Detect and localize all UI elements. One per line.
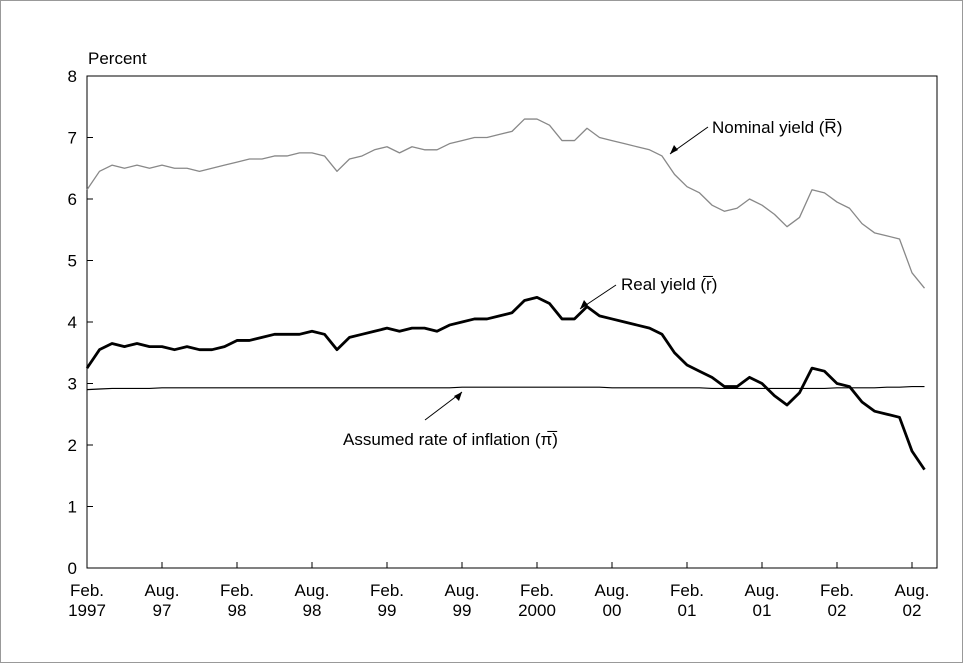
y-tick-label: 3 bbox=[68, 375, 77, 394]
y-tick-label: 0 bbox=[68, 559, 77, 578]
arrow-head bbox=[670, 145, 678, 154]
x-tick-label: 01 bbox=[753, 601, 772, 620]
x-tick-label: Aug. bbox=[745, 581, 780, 600]
x-tick-label: 98 bbox=[228, 601, 247, 620]
x-tick-label: 98 bbox=[303, 601, 322, 620]
annotation: Nominal yield (R̅) bbox=[712, 118, 842, 137]
arrow-head bbox=[580, 300, 588, 309]
x-tick-label: 02 bbox=[903, 601, 922, 620]
series-line bbox=[86, 385, 925, 391]
x-tick-label: 2000 bbox=[518, 601, 556, 620]
y-tick-label: 6 bbox=[68, 190, 77, 209]
series-line bbox=[85, 296, 926, 471]
y-tick-label: 7 bbox=[68, 129, 77, 148]
x-tick-label: Feb. bbox=[520, 581, 554, 600]
x-tick-label: Aug. bbox=[595, 581, 630, 600]
series-line bbox=[86, 118, 926, 289]
annotation: Assumed rate of inflation (π̅) bbox=[343, 430, 558, 449]
y-tick-label: 1 bbox=[68, 498, 77, 517]
x-tick-label: 1997 bbox=[68, 601, 106, 620]
annotation: Real yield (r̅) bbox=[621, 275, 717, 294]
x-tick-label: 01 bbox=[678, 601, 697, 620]
x-tick-label: 99 bbox=[378, 601, 397, 620]
y-tick-label: 8 bbox=[68, 67, 77, 86]
x-tick-label: Feb. bbox=[820, 581, 854, 600]
y-tick-label: 2 bbox=[68, 436, 77, 455]
y-tick-label: 5 bbox=[68, 252, 77, 271]
x-tick-label: 99 bbox=[453, 601, 472, 620]
x-tick-label: 02 bbox=[828, 601, 847, 620]
x-tick-label: Feb. bbox=[70, 581, 104, 600]
x-tick-label: Feb. bbox=[370, 581, 404, 600]
y-tick-label: 4 bbox=[68, 313, 77, 332]
x-tick-label: Feb. bbox=[220, 581, 254, 600]
x-tick-label: Aug. bbox=[295, 581, 330, 600]
y-axis-label: Percent bbox=[88, 49, 147, 68]
x-tick-label: Aug. bbox=[145, 581, 180, 600]
x-tick-label: 00 bbox=[603, 601, 622, 620]
x-tick-label: Feb. bbox=[670, 581, 704, 600]
x-tick-label: 97 bbox=[153, 601, 172, 620]
x-tick-label: Aug. bbox=[445, 581, 480, 600]
arrow-head bbox=[454, 392, 462, 401]
x-tick-label: Aug. bbox=[895, 581, 930, 600]
